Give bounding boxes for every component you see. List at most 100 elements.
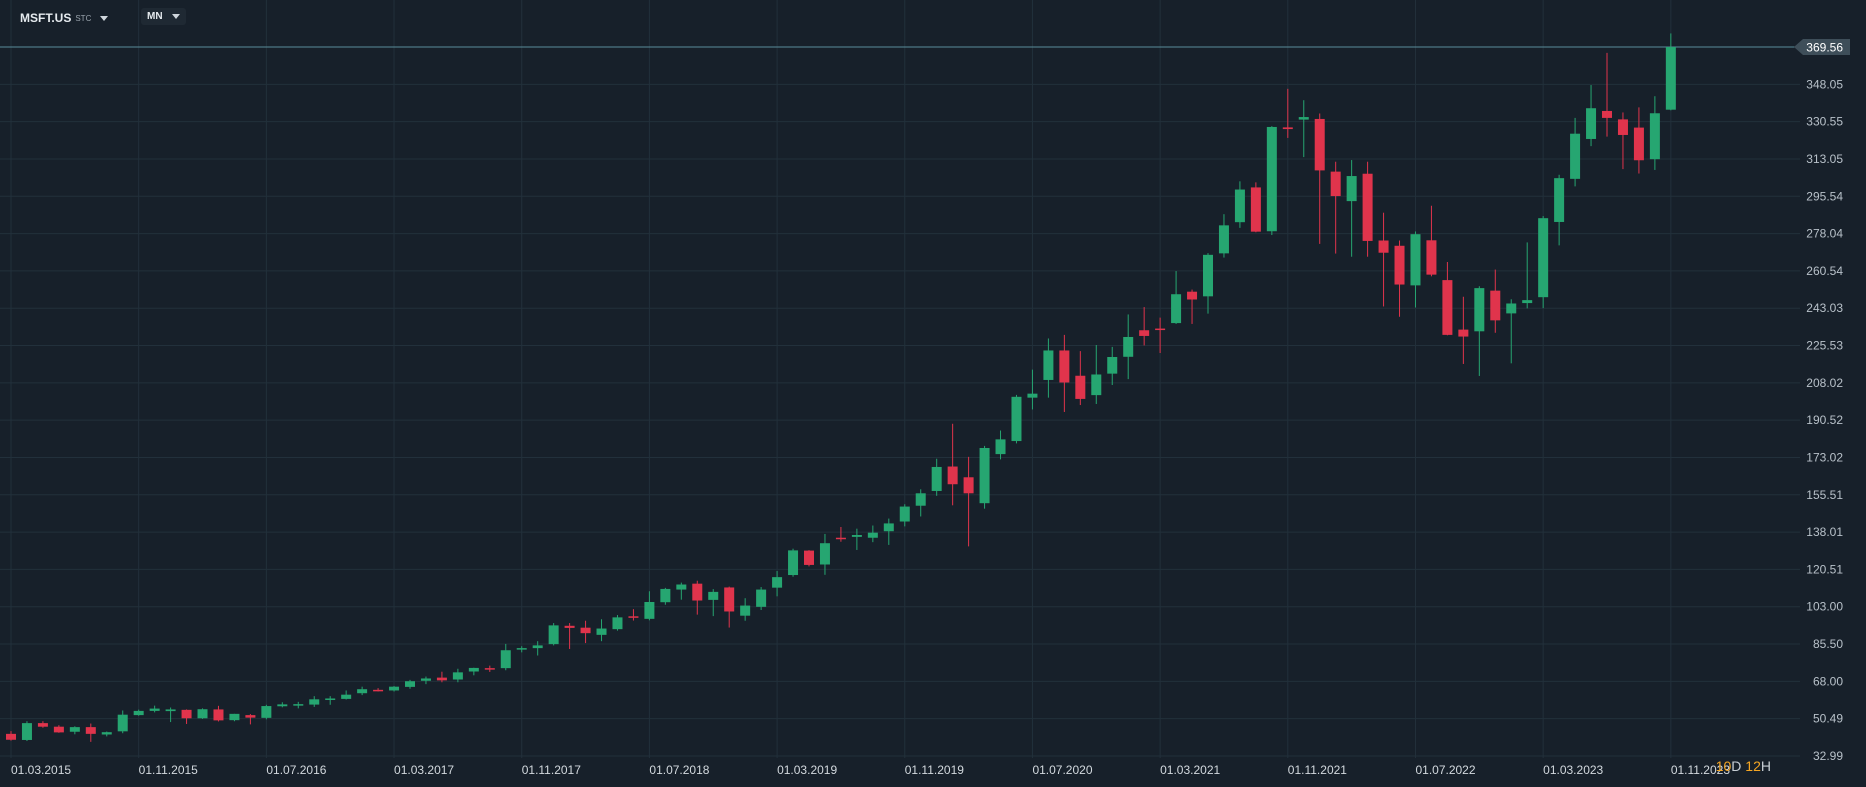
candle-body [373, 689, 384, 692]
candle-down [436, 671, 447, 683]
candle-up [309, 696, 320, 707]
candle-up [197, 708, 208, 719]
candle-down [1458, 296, 1469, 364]
candle-body [1538, 218, 1549, 298]
candle-body [37, 723, 48, 727]
candle-down [1314, 113, 1325, 244]
candle-down [1394, 240, 1405, 317]
candle-body [1490, 290, 1501, 321]
candle-body [1011, 396, 1022, 442]
candle-up [883, 518, 894, 545]
candle-body [756, 589, 767, 607]
timeframe-selector[interactable]: MN [141, 8, 186, 25]
candle-up [1218, 214, 1229, 258]
candle-up [500, 643, 511, 671]
candle-body [1330, 171, 1341, 197]
candle-up [772, 571, 783, 597]
candle-down [835, 526, 846, 542]
candle-body [676, 584, 687, 590]
candle-up [899, 504, 910, 527]
y-tick-label: 348.05 [1806, 77, 1843, 91]
candle-body [851, 535, 862, 537]
y-tick-label: 50.49 [1813, 712, 1843, 726]
candle-up [277, 702, 288, 708]
candle-up [1123, 314, 1134, 380]
symbol-selector[interactable]: MSFT.US STC [14, 8, 114, 28]
candle-down [1330, 161, 1341, 254]
candle-up [1346, 160, 1357, 257]
candle-down [1442, 261, 1453, 336]
candle-body [1250, 187, 1261, 232]
candle-body [1410, 234, 1421, 286]
candle-body [564, 625, 575, 628]
candle-up [644, 591, 655, 621]
y-tick-label: 330.55 [1806, 115, 1843, 129]
y-tick-label: 138.01 [1806, 525, 1843, 539]
candle-body [277, 704, 288, 707]
candle-body [1474, 288, 1485, 332]
y-tick-label: 295.54 [1806, 189, 1843, 203]
candle-body [436, 677, 447, 681]
candle-up [261, 704, 272, 720]
candle-up [1410, 231, 1421, 308]
candle-up [21, 721, 32, 742]
timeframe-label: MN [147, 11, 163, 22]
candle-up [1570, 117, 1581, 187]
candle-body [341, 694, 352, 699]
y-tick-label: 32.99 [1813, 749, 1843, 763]
candle-body [1586, 108, 1597, 139]
y-tick-label: 85.50 [1813, 637, 1843, 651]
y-tick-label: 120.51 [1806, 562, 1843, 576]
candle-up [357, 686, 368, 696]
candle-down [53, 725, 64, 733]
candle-up [1203, 253, 1213, 314]
candle-body [644, 601, 655, 619]
candle-down [1362, 161, 1373, 257]
candle-up [229, 713, 240, 722]
candle-up [1027, 369, 1038, 410]
candle-body [1346, 176, 1357, 202]
candle-body [1218, 225, 1229, 254]
candle-down [1075, 351, 1086, 406]
candle-down [804, 550, 814, 567]
candle-body [1298, 117, 1309, 120]
candle-body [1187, 291, 1198, 300]
y-tick-label: 278.04 [1806, 227, 1843, 241]
candle-body [1075, 375, 1086, 399]
candle-up [1234, 181, 1245, 228]
candle-up [516, 646, 527, 653]
candle-body [708, 591, 719, 600]
candle-body [692, 583, 703, 601]
y-tick-label: 103.00 [1806, 600, 1843, 614]
candle-down [181, 709, 192, 724]
candle-up [548, 623, 559, 646]
candle-body [1649, 113, 1660, 160]
candle-up [1107, 346, 1118, 386]
candle-up [740, 598, 751, 621]
candle-down [85, 723, 96, 742]
candle-up [1043, 338, 1054, 398]
candle-down [1633, 107, 1644, 174]
candle-up [468, 667, 479, 676]
y-tick-label: 243.03 [1806, 301, 1843, 315]
candle-up [851, 528, 862, 550]
candle-up [165, 707, 176, 723]
candle-body [867, 532, 878, 538]
candle-body [1570, 133, 1581, 179]
candle-up [1649, 96, 1660, 170]
candle-up [1522, 242, 1533, 309]
x-tick-label: 01.11.2019 [905, 763, 964, 777]
candle-up [117, 710, 128, 734]
candle-body [1266, 126, 1277, 232]
candle-body [788, 550, 799, 576]
candle-body [1665, 47, 1676, 110]
candle-body [197, 709, 208, 719]
x-tick-label: 01.11.2015 [139, 763, 198, 777]
x-tick-label: 01.11.2021 [1288, 763, 1347, 777]
candle-body [979, 448, 990, 504]
candle-up [596, 619, 607, 642]
candle-up [915, 489, 926, 517]
candle-body [1362, 173, 1373, 241]
candle-body [883, 523, 894, 532]
